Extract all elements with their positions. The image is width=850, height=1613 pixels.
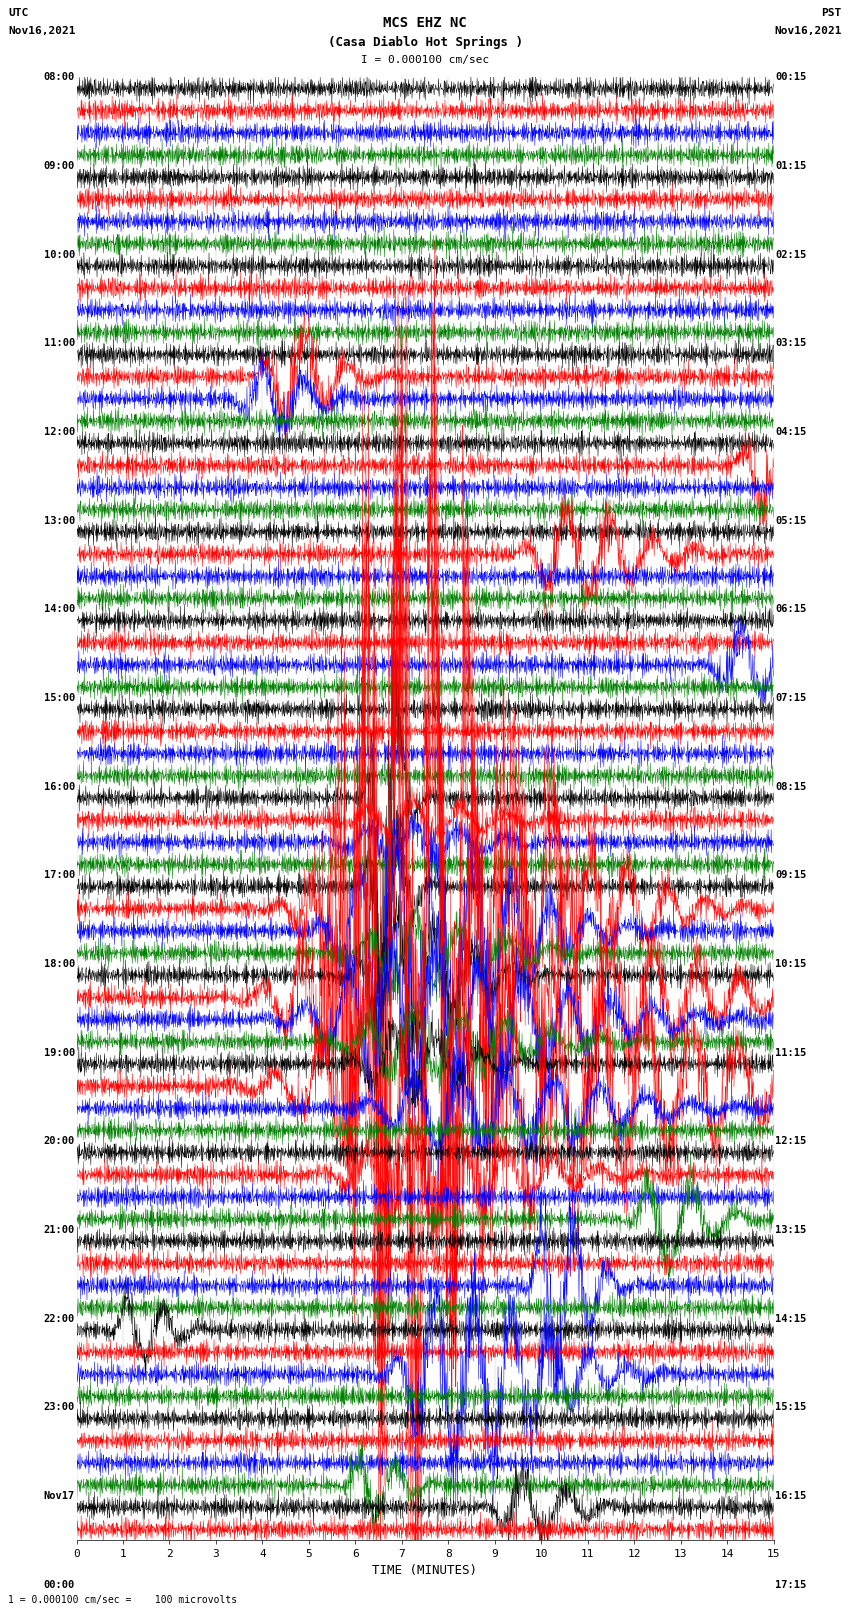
Text: 03:15: 03:15 (775, 339, 807, 348)
X-axis label: TIME (MINUTES): TIME (MINUTES) (372, 1563, 478, 1576)
Text: 23:00: 23:00 (43, 1402, 75, 1413)
Text: 19:00: 19:00 (43, 1048, 75, 1058)
Text: 16:00: 16:00 (43, 782, 75, 792)
Text: 00:15: 00:15 (775, 73, 807, 82)
Text: Nov16,2021: Nov16,2021 (8, 26, 76, 35)
Text: 18:00: 18:00 (43, 960, 75, 969)
Text: 17:15: 17:15 (775, 1579, 807, 1590)
Text: 07:15: 07:15 (775, 694, 807, 703)
Text: 14:00: 14:00 (43, 605, 75, 615)
Text: 21:00: 21:00 (43, 1226, 75, 1236)
Text: 09:00: 09:00 (43, 161, 75, 171)
Text: 12:00: 12:00 (43, 427, 75, 437)
Text: 05:15: 05:15 (775, 516, 807, 526)
Text: 15:00: 15:00 (43, 694, 75, 703)
Text: I = 0.000100 cm/sec: I = 0.000100 cm/sec (361, 55, 489, 65)
Text: 17:00: 17:00 (43, 871, 75, 881)
Text: 00:00: 00:00 (43, 1579, 75, 1590)
Text: 16:15: 16:15 (775, 1490, 807, 1502)
Text: PST: PST (821, 8, 842, 18)
Text: 11:15: 11:15 (775, 1048, 807, 1058)
Text: 1 = 0.000100 cm/sec =    100 microvolts: 1 = 0.000100 cm/sec = 100 microvolts (8, 1595, 238, 1605)
Text: 12:15: 12:15 (775, 1137, 807, 1147)
Text: 01:15: 01:15 (775, 161, 807, 171)
Text: 13:15: 13:15 (775, 1226, 807, 1236)
Text: 13:00: 13:00 (43, 516, 75, 526)
Text: 09:15: 09:15 (775, 871, 807, 881)
Text: 06:15: 06:15 (775, 605, 807, 615)
Text: 02:15: 02:15 (775, 250, 807, 260)
Text: 15:15: 15:15 (775, 1402, 807, 1413)
Text: 08:15: 08:15 (775, 782, 807, 792)
Text: 10:15: 10:15 (775, 960, 807, 969)
Text: 10:00: 10:00 (43, 250, 75, 260)
Text: 11:00: 11:00 (43, 339, 75, 348)
Text: 08:00: 08:00 (43, 73, 75, 82)
Text: UTC: UTC (8, 8, 29, 18)
Text: Nov16,2021: Nov16,2021 (774, 26, 842, 35)
Text: Nov17: Nov17 (43, 1490, 75, 1502)
Text: 22:00: 22:00 (43, 1313, 75, 1324)
Text: MCS EHZ NC: MCS EHZ NC (383, 16, 467, 31)
Text: (Casa Diablo Hot Springs ): (Casa Diablo Hot Springs ) (327, 35, 523, 48)
Text: 04:15: 04:15 (775, 427, 807, 437)
Text: 14:15: 14:15 (775, 1313, 807, 1324)
Text: 20:00: 20:00 (43, 1137, 75, 1147)
